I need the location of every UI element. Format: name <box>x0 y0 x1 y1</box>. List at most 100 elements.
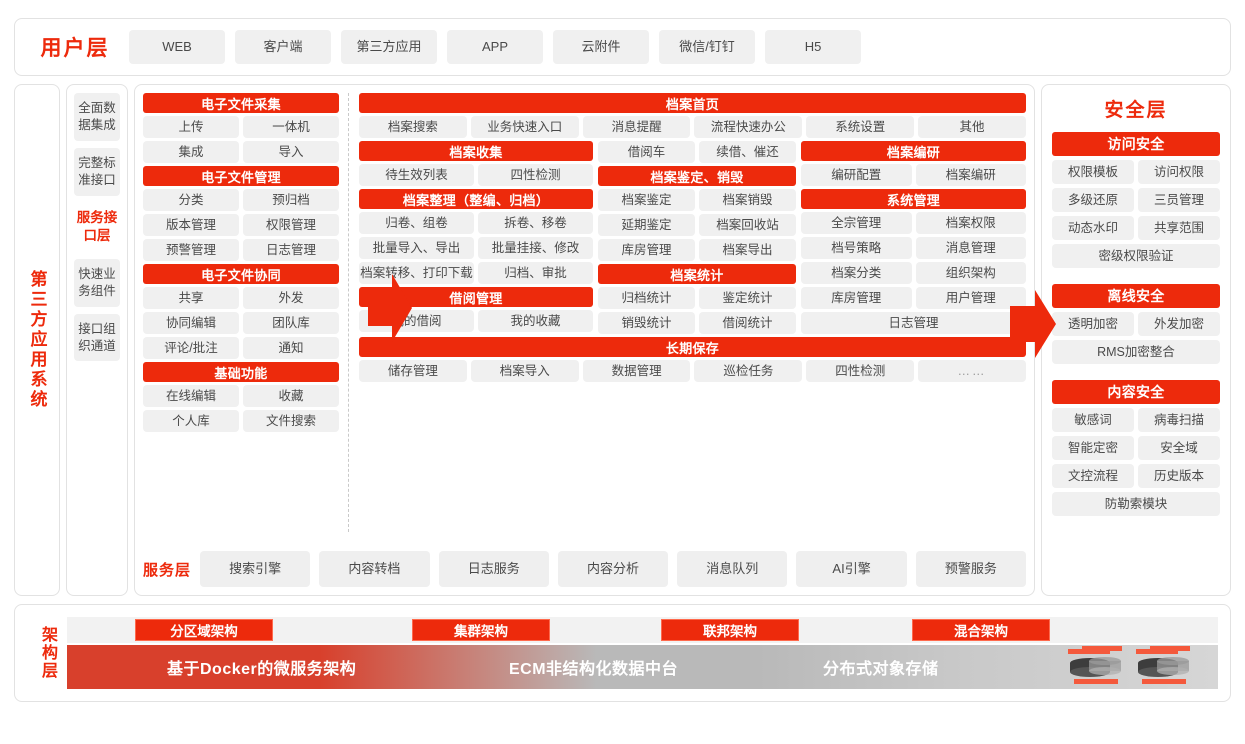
chip-rms-encryption-integration[interactable]: RMS加密整合 <box>1052 340 1220 364</box>
chip-security-domain[interactable]: 安全域 <box>1138 436 1220 460</box>
user-layer-item-h5[interactable]: H5 <box>765 30 861 64</box>
chip-batch-attach-modify[interactable]: 批量挂接、修改 <box>478 237 593 259</box>
chip-history-version[interactable]: 历史版本 <box>1138 464 1220 488</box>
chip-borrow-cart[interactable]: 借阅车 <box>598 141 695 163</box>
chip-virus-scan[interactable]: 病毒扫描 <box>1138 408 1220 432</box>
chip-archive-classification[interactable]: 档案分类 <box>801 262 912 284</box>
chip-archive-compile[interactable]: 档案编研 <box>915 164 1026 186</box>
chip-version-mgmt[interactable]: 版本管理 <box>143 214 239 236</box>
chip-archive-approval[interactable]: 归档、审批 <box>478 262 593 284</box>
chip-archive-destroy[interactable]: 档案销毁 <box>699 189 796 211</box>
chip-org-structure[interactable]: 组织架构 <box>915 262 1026 284</box>
chip-message-mgmt[interactable]: 消息管理 <box>915 237 1026 259</box>
chip-archive-number-policy[interactable]: 档号策略 <box>801 237 912 259</box>
chip-delayed-appraise[interactable]: 延期鉴定 <box>598 214 695 236</box>
chip-transparent-encryption[interactable]: 透明加密 <box>1052 312 1134 336</box>
iface-item-data-integration[interactable]: 全面数据集成 <box>74 93 120 141</box>
chip-my-favorites[interactable]: 我的收藏 <box>478 310 593 332</box>
svc-message-queue[interactable]: 消息队列 <box>677 551 788 587</box>
chip-archive-permission[interactable]: 档案权限 <box>915 212 1026 234</box>
chip-archive-import[interactable]: 档案导入 <box>470 360 579 382</box>
chip-outbound[interactable]: 外发 <box>243 287 339 309</box>
chip-file-search[interactable]: 文件搜索 <box>243 410 339 432</box>
svc-content-analysis[interactable]: 内容分析 <box>557 551 669 587</box>
chip-permission-mgmt[interactable]: 权限管理 <box>243 214 339 236</box>
chip-storage-mgmt[interactable]: 储存管理 <box>359 360 467 382</box>
chip-fonds-mgmt[interactable]: 全宗管理 <box>801 212 912 234</box>
nav-archive-search[interactable]: 档案搜索 <box>359 116 467 138</box>
chip-log-mgmt-c[interactable]: 日志管理 <box>801 312 1026 334</box>
arch-tag-regional[interactable]: 分区域架构 <box>135 619 273 641</box>
chip-four-property-check[interactable]: 四性检测 <box>478 164 593 186</box>
nav-system-settings[interactable]: 系统设置 <box>806 116 915 138</box>
chip-integration[interactable]: 集成 <box>143 141 239 163</box>
chip-split-move-volume[interactable]: 拆卷、移卷 <box>478 212 593 234</box>
arch-tag-cluster[interactable]: 集群架构 <box>412 619 550 641</box>
chip-import[interactable]: 导入 <box>243 141 339 163</box>
chip-renew-remind[interactable]: 续借、催还 <box>699 141 796 163</box>
chip-data-mgmt[interactable]: 数据管理 <box>582 360 691 382</box>
svc-alert-service[interactable]: 预警服务 <box>915 551 1026 587</box>
user-layer-item-app[interactable]: APP <box>447 30 543 64</box>
svc-log-service[interactable]: 日志服务 <box>438 551 549 587</box>
chip-outbound-encryption[interactable]: 外发加密 <box>1138 312 1220 336</box>
chip-inspection-task[interactable]: 巡检任务 <box>694 360 803 382</box>
chip-classify[interactable]: 分类 <box>143 189 239 211</box>
chip-borrow-stats[interactable]: 借阅统计 <box>699 312 796 334</box>
nav-message-reminder[interactable]: 消息提醒 <box>582 116 691 138</box>
chip-anti-ransomware-module[interactable]: 防勒索模块 <box>1052 492 1220 516</box>
chip-team-library[interactable]: 团队库 <box>243 312 339 334</box>
chip-archiving-stats[interactable]: 归档统计 <box>598 287 695 309</box>
chip-compile-config[interactable]: 编研配置 <box>801 164 912 186</box>
chip-permission-template[interactable]: 权限模板 <box>1052 160 1134 184</box>
svc-ai-engine[interactable]: AI引擎 <box>796 551 907 587</box>
chip-log-mgmt[interactable]: 日志管理 <box>243 239 339 261</box>
chip-alert-mgmt[interactable]: 预警管理 <box>143 239 239 261</box>
chip-batch-import-export[interactable]: 批量导入、导出 <box>359 237 474 259</box>
chip-classification-permission-verify[interactable]: 密级权限验证 <box>1052 244 1220 268</box>
nav-process-quick-office[interactable]: 流程快速办公 <box>694 116 803 138</box>
nav-business-quick-entry[interactable]: 业务快速入口 <box>470 116 579 138</box>
user-layer-item-web[interactable]: WEB <box>129 30 225 64</box>
chip-archive-recycle-bin[interactable]: 档案回收站 <box>699 214 796 236</box>
chip-archive-export[interactable]: 档案导出 <box>699 239 796 261</box>
chip-allinone[interactable]: 一体机 <box>243 116 339 138</box>
iface-item-standard-interface[interactable]: 完整标准接口 <box>74 147 120 196</box>
user-layer-item-cloudattach[interactable]: 云附件 <box>553 30 649 64</box>
chip-coedit[interactable]: 协同编辑 <box>143 312 239 334</box>
chip-dynamic-watermark[interactable]: 动态水印 <box>1052 216 1134 240</box>
svc-search-engine[interactable]: 搜索引擎 <box>200 551 311 587</box>
chip-smart-classification[interactable]: 智能定密 <box>1052 436 1134 460</box>
chip-transfer-print-download[interactable]: 档案转移、打印下载 <box>359 262 474 284</box>
chip-share-scope[interactable]: 共享范围 <box>1138 216 1220 240</box>
chip-four-property-check-2[interactable]: 四性检测 <box>806 360 915 382</box>
chip-access-permission[interactable]: 访问权限 <box>1138 160 1220 184</box>
chip-multilevel-restore[interactable]: 多级还原 <box>1052 188 1134 212</box>
chip-warehouse-mgmt-c[interactable]: 库房管理 <box>801 287 912 309</box>
chip-more-ellipsis[interactable]: …… <box>918 360 1026 382</box>
chip-user-mgmt[interactable]: 用户管理 <box>915 287 1026 309</box>
arch-tag-hybrid[interactable]: 混合架构 <box>912 619 1050 641</box>
chip-notice[interactable]: 通知 <box>243 337 339 359</box>
svc-content-conversion[interactable]: 内容转档 <box>319 551 430 587</box>
chip-favorites[interactable]: 收藏 <box>243 385 339 407</box>
chip-archive-appraise[interactable]: 档案鉴定 <box>598 189 695 211</box>
chip-share[interactable]: 共享 <box>143 287 239 309</box>
chip-prearchive[interactable]: 预归档 <box>243 189 339 211</box>
nav-other[interactable]: 其他 <box>918 116 1026 138</box>
chip-warehouse-mgmt-b[interactable]: 库房管理 <box>598 239 695 261</box>
user-layer-item-thirdparty[interactable]: 第三方应用 <box>341 30 437 64</box>
chip-upload[interactable]: 上传 <box>143 116 239 138</box>
chip-appraise-stats[interactable]: 鉴定统计 <box>699 287 796 309</box>
arch-tag-federated[interactable]: 联邦架构 <box>661 619 799 641</box>
chip-comment-annotate[interactable]: 评论/批注 <box>143 337 239 359</box>
chip-doc-control-process[interactable]: 文控流程 <box>1052 464 1134 488</box>
chip-three-member-mgmt[interactable]: 三员管理 <box>1138 188 1220 212</box>
chip-pending-list[interactable]: 待生效列表 <box>359 164 474 186</box>
iface-item-org-channel[interactable]: 接口组织通道 <box>74 313 120 362</box>
chip-destroy-stats[interactable]: 销毁统计 <box>598 312 695 334</box>
iface-item-business-component[interactable]: 快速业务组件 <box>74 258 120 307</box>
chip-file-volume[interactable]: 归卷、组卷 <box>359 212 474 234</box>
chip-online-edit[interactable]: 在线编辑 <box>143 385 239 407</box>
user-layer-item-client[interactable]: 客户端 <box>235 30 331 64</box>
